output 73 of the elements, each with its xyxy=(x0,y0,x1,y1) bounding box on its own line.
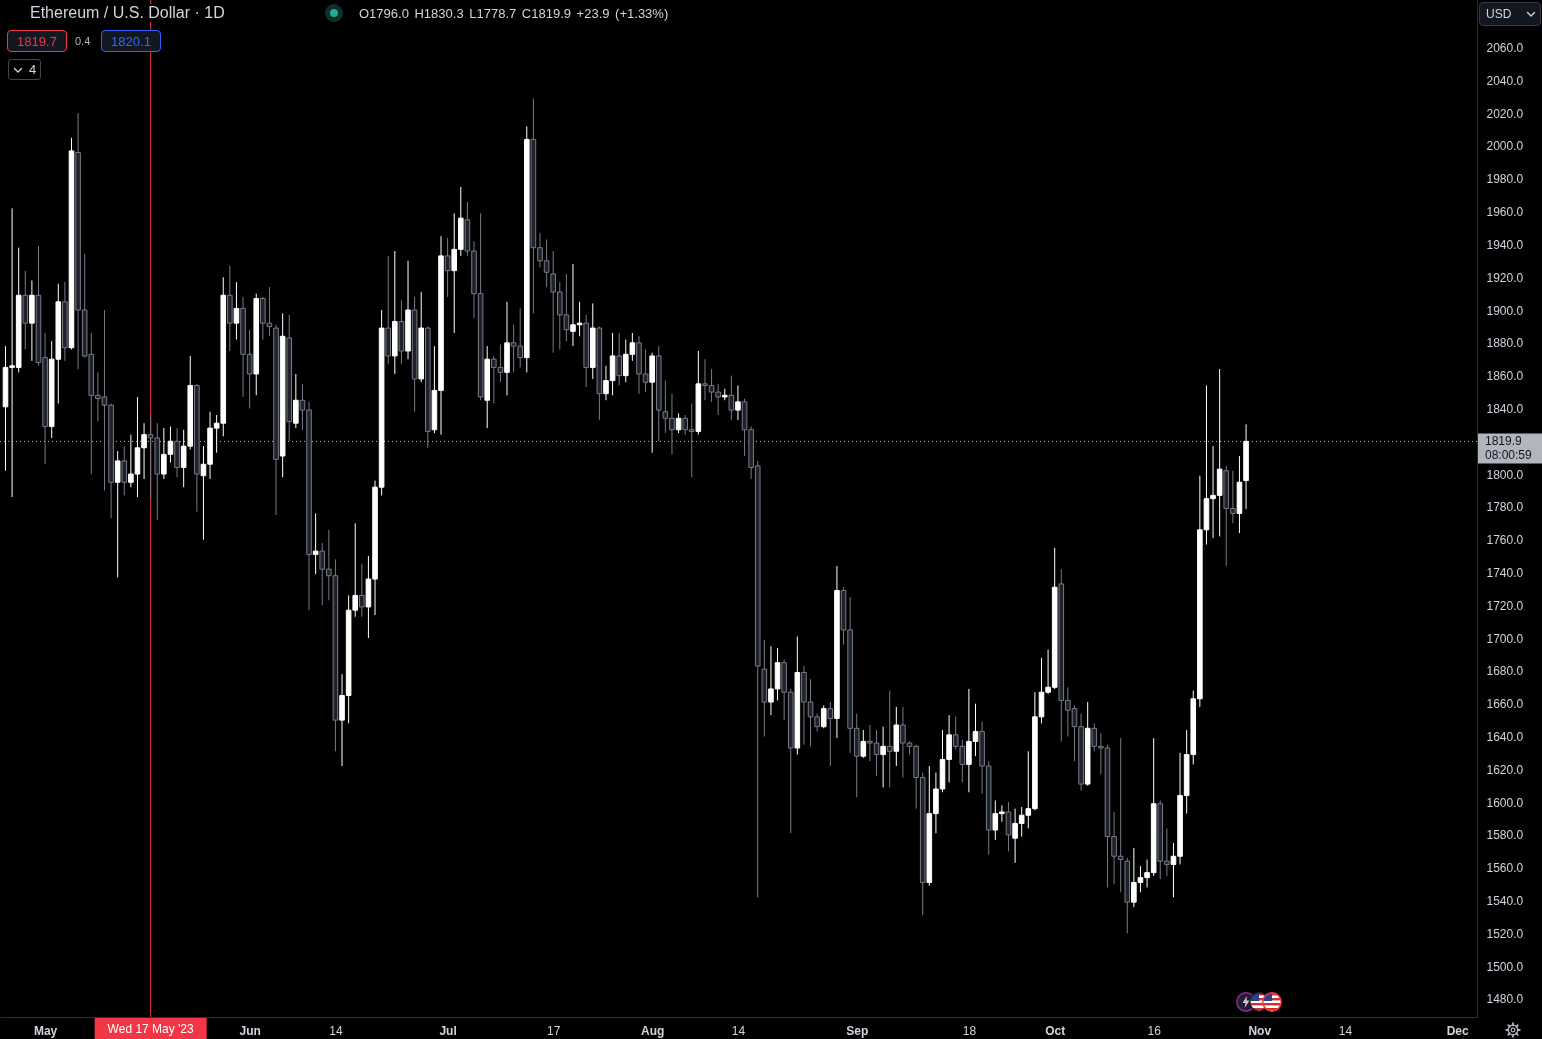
candlestick xyxy=(820,704,827,729)
currency-dropdown: USD xyxy=(1479,2,1541,26)
y-tick-label: 1760.0 xyxy=(1486,533,1524,548)
x-tick-label: 17 xyxy=(547,1023,561,1038)
y-tick-label: 1720.0 xyxy=(1486,598,1524,613)
y-tick-label: 1980.0 xyxy=(1486,172,1524,187)
y-tick-label: 1600.0 xyxy=(1486,795,1524,810)
x-tick-label: Dec xyxy=(1446,1023,1470,1038)
ref-line-label: Wed 17 May '23 xyxy=(107,1022,195,1036)
y-tick-label: 1800.0 xyxy=(1486,467,1524,482)
x-tick-label: Jun xyxy=(239,1023,261,1038)
y-tick-label: 1960.0 xyxy=(1486,205,1524,220)
y-tick-label: 1560.0 xyxy=(1486,861,1524,876)
candlestick xyxy=(675,412,682,434)
annotation: 1819.7 xyxy=(17,33,57,49)
x-tick-label: 14 xyxy=(731,1023,746,1038)
candlestick xyxy=(886,690,893,788)
y-tick-label: 1500.0 xyxy=(1486,959,1524,974)
annotation: 4 xyxy=(29,62,37,77)
annotation: 0.4 xyxy=(75,34,91,48)
candlestick xyxy=(233,281,240,341)
y-tick-label: 1520.0 xyxy=(1486,926,1524,941)
y-tick-label: 2040.0 xyxy=(1486,73,1524,88)
chart-title: Ethereum / U.S. Dollar · 1D xyxy=(30,4,225,21)
candlestick xyxy=(293,373,299,429)
candlestick xyxy=(114,450,121,578)
y-tick-label: 2060.0 xyxy=(1486,41,1524,56)
y-tick-label: 1940.0 xyxy=(1486,237,1524,252)
y-tick-label: 1900.0 xyxy=(1486,303,1524,318)
x-tick-label: 16 xyxy=(1147,1023,1162,1038)
ref-line-label: 1819.9 xyxy=(1485,434,1523,449)
candlestick xyxy=(616,332,622,386)
candlestick xyxy=(728,375,735,421)
y-tick-label: 1920.0 xyxy=(1486,270,1524,285)
y-tick-label: 1480.0 xyxy=(1486,992,1524,1007)
x-tick-label: 14 xyxy=(329,1023,343,1038)
y-tick-label: 2000.0 xyxy=(1486,139,1524,154)
y-tick-label: 1540.0 xyxy=(1486,894,1524,909)
x-tick-label: Aug xyxy=(641,1023,665,1038)
y-tick-label: 1780.0 xyxy=(1486,500,1524,515)
candlestick xyxy=(1005,801,1012,852)
annotation: 1820.1 xyxy=(111,33,151,49)
candlestick xyxy=(880,726,886,788)
candlestick xyxy=(312,512,319,575)
y-tick-label: 1860.0 xyxy=(1486,369,1524,384)
y-tick-label: 2020.0 xyxy=(1486,106,1524,121)
y-tick-label: 1680.0 xyxy=(1486,664,1524,679)
candlestick xyxy=(735,384,741,421)
candlestick xyxy=(121,445,128,496)
candlestick xyxy=(359,563,365,618)
x-tick-label: Sep xyxy=(846,1023,869,1038)
toggle-button: 4 xyxy=(8,59,41,80)
x-tick-label: Nov xyxy=(1248,1023,1272,1038)
y-tick-label: 1620.0 xyxy=(1486,762,1524,777)
price-box: 1819.7 xyxy=(7,30,67,52)
candlestick xyxy=(444,237,451,298)
candlestick xyxy=(827,701,834,767)
y-tick-label: 1740.0 xyxy=(1486,565,1524,580)
x-tick-label: Jul xyxy=(439,1023,457,1038)
price-box: 1820.1 xyxy=(101,30,161,52)
x-tick-label: Oct xyxy=(1045,1023,1066,1038)
y-tick-label: 1640.0 xyxy=(1486,730,1524,744)
y-tick-label: 1840.0 xyxy=(1486,401,1524,416)
x-tick-label: 14 xyxy=(1338,1023,1353,1038)
candlestick xyxy=(860,729,867,759)
chart-subtitle: O1796.0 H1830.3 L1778.7 C1819.9 +23.9 (+1.33%) xyxy=(359,6,669,21)
text: 08:00:59 xyxy=(1485,448,1533,463)
y-tick-label: 1880.0 xyxy=(1486,336,1524,351)
y-tick-label: 1580.0 xyxy=(1486,828,1524,843)
x-tick-label: 18 xyxy=(962,1023,977,1038)
y-tick-label: 1700.0 xyxy=(1486,631,1524,646)
x-tick-label: May xyxy=(33,1023,58,1038)
y-tick-label: 1660.0 xyxy=(1486,697,1524,712)
